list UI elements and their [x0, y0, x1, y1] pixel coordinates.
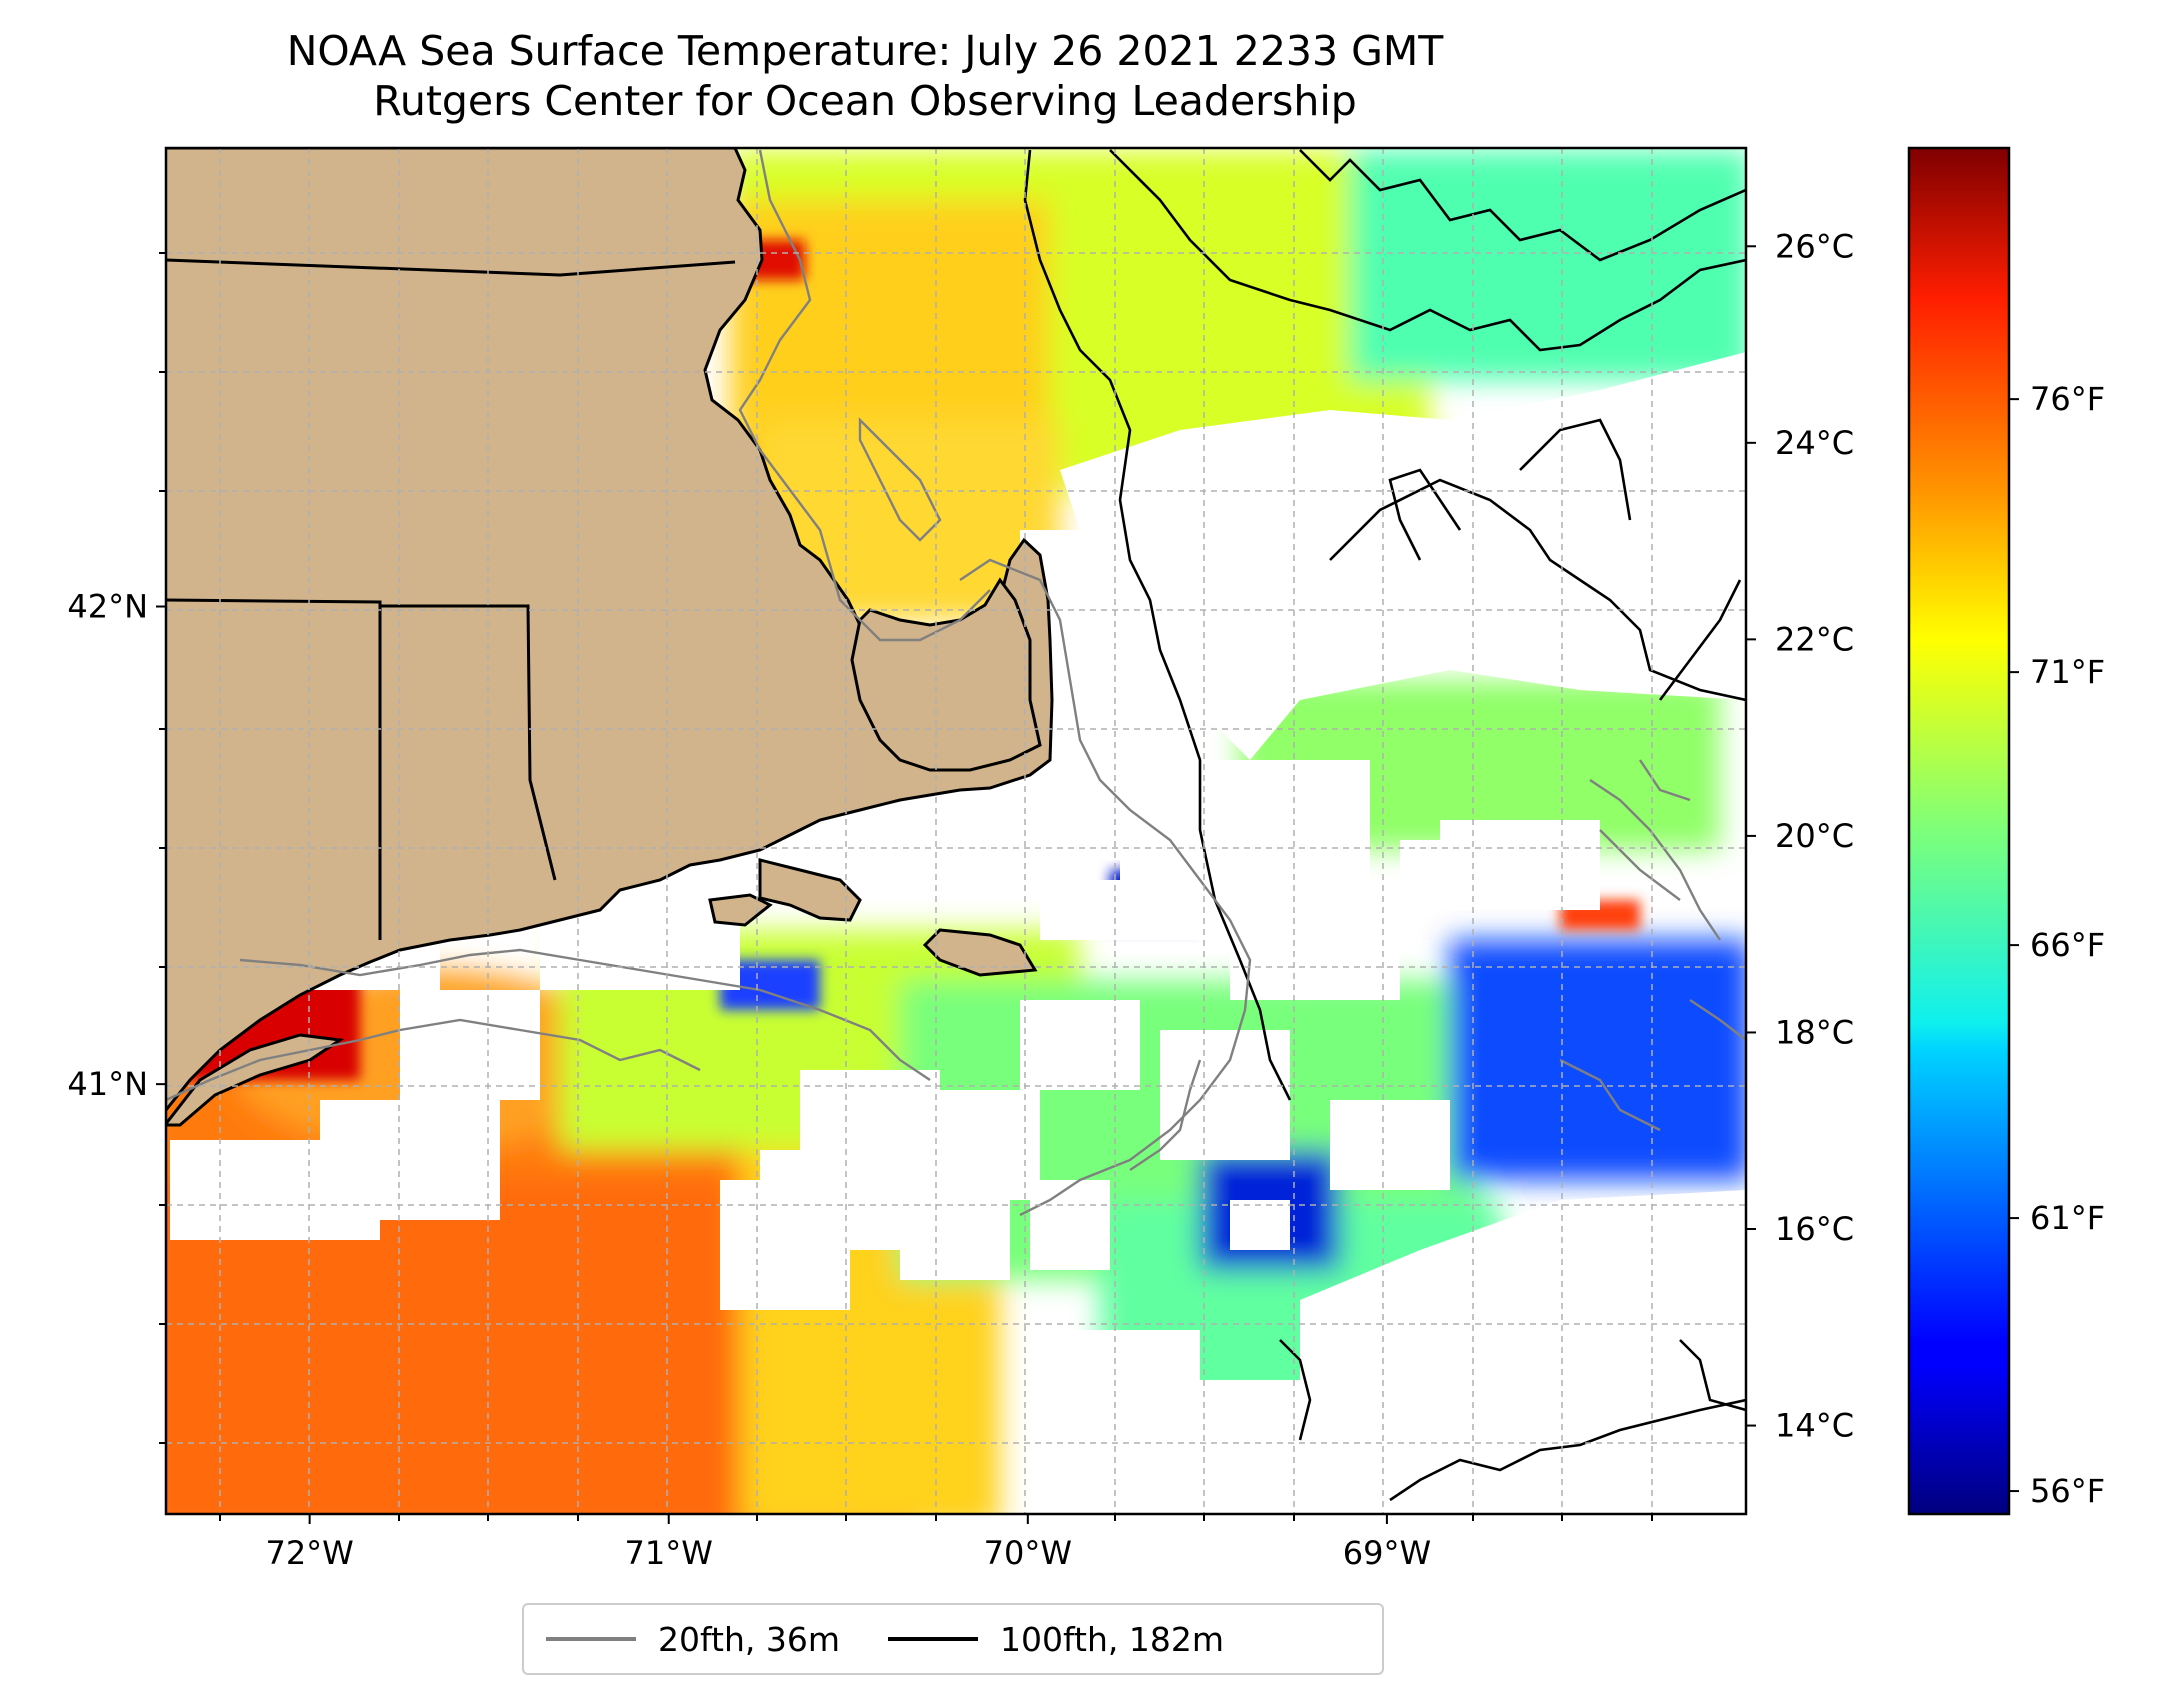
- colorbar-fahrenheit-axis: 56°F 61°F 66°F 71°F 76°F: [2009, 380, 2105, 1510]
- latitude-axis: 42°N 41°N: [67, 588, 166, 1103]
- contour-100fth: [1023, 149, 1746, 1502]
- lon-tick-label: 69°W: [1343, 1534, 1431, 1572]
- lon-tick-label: 72°W: [265, 1534, 353, 1572]
- map-frame: [164, 146, 1748, 1516]
- contour-legend: 20fth, 36m 100fth, 182m: [522, 1603, 1384, 1675]
- celsius-tick-label: 26°C: [1775, 227, 1854, 265]
- celsius-tick-label: 14°C: [1775, 1407, 1854, 1445]
- legend-swatch-gray-line: [546, 1637, 636, 1641]
- title-line-2: Rutgers Center for Ocean Observing Leade…: [373, 77, 1357, 125]
- celsius-tick-label: 20°C: [1775, 817, 1854, 855]
- legend-swatch-black-line: [888, 1637, 978, 1641]
- fahrenheit-tick-label: 56°F: [2030, 1472, 2105, 1510]
- no-data-areas: [170, 352, 1746, 1514]
- legend-label-100fth: 100fth, 182m: [1000, 1619, 1224, 1659]
- minor-ticks: [159, 252, 1653, 1521]
- fahrenheit-tick-label: 61°F: [2030, 1199, 2105, 1237]
- map-title: NOAA Sea Surface Temperature: July 26 20…: [0, 26, 1730, 126]
- contour-20fth: [166, 149, 1746, 1217]
- celsius-tick-label: 16°C: [1775, 1210, 1854, 1248]
- fahrenheit-tick-label: 71°F: [2030, 653, 2105, 691]
- celsius-tick-label: 18°C: [1775, 1013, 1854, 1051]
- legend-item-100fth: 100fth, 182m: [888, 1620, 1224, 1659]
- legend-label-20fth: 20fth, 36m: [658, 1619, 840, 1659]
- colorbar-gradient: [1907, 146, 2011, 1516]
- longitude-axis: 72°W 71°W 70°W 69°W: [265, 1514, 1431, 1572]
- celsius-tick-label: 22°C: [1775, 620, 1854, 658]
- map-area: [166, 148, 1746, 1514]
- celsius-tick-label: 24°C: [1775, 424, 1854, 462]
- state-borders: [166, 258, 736, 940]
- fahrenheit-tick-label: 66°F: [2030, 926, 2105, 964]
- lon-tick-label: 70°W: [984, 1534, 1072, 1572]
- lat-tick-label: 42°N: [67, 588, 148, 626]
- land-masses: [166, 148, 1054, 1127]
- legend-item-20fth: 20fth, 36m: [546, 1620, 840, 1659]
- fahrenheit-tick-label: 76°F: [2030, 380, 2105, 418]
- colorbar: 14°C 16°C 18°C 20°C 22°C 24°C 26°C 56°F 61°F 66°…: [1746, 146, 2105, 1516]
- gridlines: [166, 148, 1746, 1514]
- title-line-1: NOAA Sea Surface Temperature: July 26 20…: [286, 27, 1444, 75]
- lon-tick-label: 71°W: [625, 1534, 713, 1572]
- lat-tick-label: 41°N: [67, 1065, 148, 1103]
- colorbar-celsius-axis: 14°C 16°C 18°C 20°C 22°C 24°C 26°C: [1746, 227, 1854, 1445]
